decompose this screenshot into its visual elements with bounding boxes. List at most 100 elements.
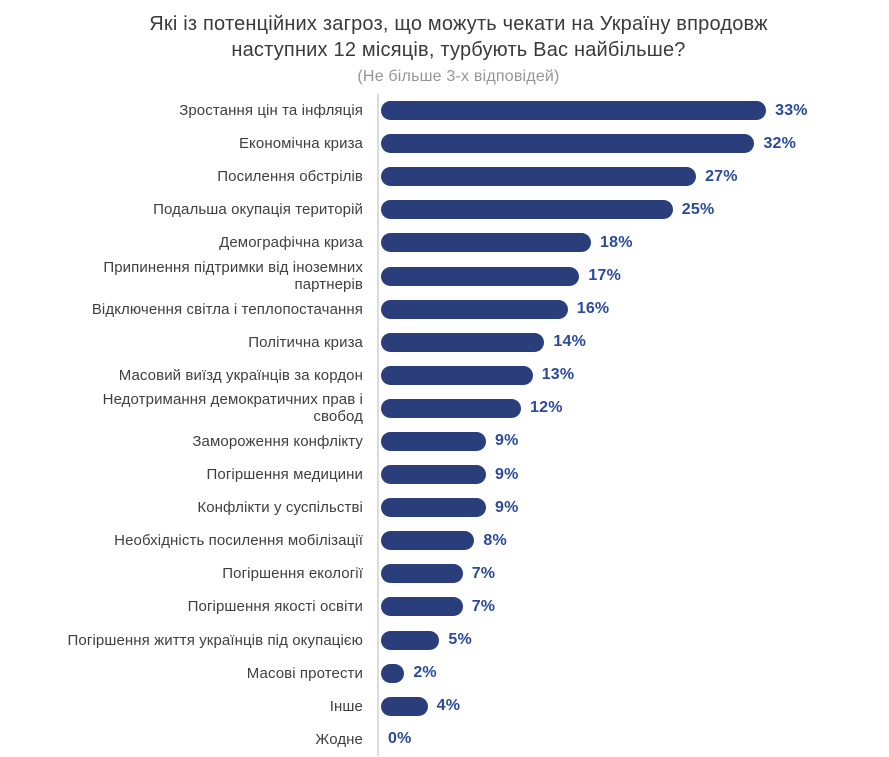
chart-row: Демографічна криза 18% bbox=[0, 226, 889, 260]
chart-row: Подальша окупація територій 25% bbox=[0, 193, 889, 227]
value-label: 33% bbox=[775, 101, 808, 119]
value-label: 7% bbox=[471, 564, 496, 582]
chart-row: Необхідність посилення мобілізації 8% bbox=[0, 524, 889, 558]
category-label: Посилення обстрілів bbox=[217, 168, 363, 186]
bar bbox=[381, 531, 475, 551]
bar-track: 9% bbox=[377, 491, 889, 525]
value-label: 0% bbox=[388, 730, 412, 748]
chart-row: Погіршення якості освіти 7% bbox=[0, 590, 889, 624]
bar bbox=[381, 200, 673, 220]
bar-track: 4% bbox=[377, 689, 889, 723]
category-label: Погіршення життя українців під окупацією bbox=[67, 631, 363, 649]
title-block: Які із потенційних загроз, що можуть чек… bbox=[109, 0, 809, 87]
category-label: Зростання цін та інфляція bbox=[179, 102, 363, 120]
value-label: 5% bbox=[448, 631, 472, 649]
category-label: Масовий виїзд українців за кордон bbox=[118, 366, 363, 384]
bar-track: 7% bbox=[377, 557, 889, 591]
bar-track: 5% bbox=[377, 623, 889, 657]
category-label: Конфлікти у суспільстві bbox=[197, 499, 363, 517]
value-label: 9% bbox=[495, 432, 519, 450]
value-label: 14% bbox=[553, 333, 586, 351]
chart-row: Зростання цін та інфляція 33% bbox=[0, 94, 889, 128]
chart-row: Політична криза 14% bbox=[0, 325, 889, 359]
value-label: 12% bbox=[530, 399, 563, 417]
value-label: 32% bbox=[763, 134, 797, 152]
bar-track: 18% bbox=[377, 226, 889, 260]
category-label: Інше bbox=[329, 697, 363, 715]
chart-row: Масові протести 2% bbox=[0, 656, 889, 690]
value-label: 7% bbox=[471, 597, 496, 615]
bar-track: 7% bbox=[377, 590, 889, 624]
bar-chart: Зростання цін та інфляція 33% Економічна… bbox=[0, 94, 889, 756]
bar-track: 8% bbox=[377, 524, 889, 558]
category-label: Масові протести bbox=[246, 664, 363, 682]
bar-track: 17% bbox=[377, 259, 889, 293]
bar-track: 13% bbox=[377, 358, 889, 392]
bar bbox=[381, 365, 533, 385]
chart-row: Погіршення життя українців під окупацією… bbox=[0, 623, 889, 657]
bar-track: 0% bbox=[377, 722, 889, 756]
bar bbox=[381, 266, 580, 286]
category-label: Замороження конфлікту bbox=[192, 432, 363, 450]
chart-row: Замороження конфлікту 9% bbox=[0, 424, 889, 459]
bar bbox=[381, 696, 428, 716]
category-label: Погіршення екології bbox=[222, 565, 363, 583]
bar-track: 12% bbox=[377, 391, 889, 425]
chart-title: Які із потенційних загроз, що можуть чек… bbox=[149, 13, 768, 61]
bar-track: 25% bbox=[377, 193, 889, 227]
chart-row: Погіршення медицини 9% bbox=[0, 458, 889, 492]
bar bbox=[381, 299, 568, 319]
category-label: Погіршення якості освіти bbox=[187, 598, 363, 616]
bar-track: 27% bbox=[377, 160, 889, 194]
category-label: Відключення світла і теплопостачання bbox=[91, 300, 363, 318]
value-label: 4% bbox=[436, 697, 461, 715]
chart-row: Припинення підтримки від іноземних партн… bbox=[0, 259, 889, 294]
bar-track: 32% bbox=[377, 127, 889, 161]
category-label: Погіршення медицини bbox=[206, 466, 363, 484]
bar-track: 14% bbox=[377, 325, 889, 359]
bar bbox=[381, 498, 487, 518]
chart-row: Відключення світла і теплопостачання 16% bbox=[0, 292, 889, 326]
bar bbox=[381, 465, 487, 485]
chart-row: Конфлікти у суспільстві 9% bbox=[0, 491, 889, 525]
value-label: 27% bbox=[705, 167, 738, 185]
value-label: 9% bbox=[495, 465, 519, 483]
bar-track: 9% bbox=[377, 424, 889, 459]
bar bbox=[381, 564, 463, 584]
category-label: Демографічна криза bbox=[219, 234, 363, 252]
category-label: Економічна криза bbox=[238, 135, 363, 153]
bar bbox=[381, 398, 522, 418]
value-label: 13% bbox=[541, 366, 575, 384]
category-label: Недотримання демократичних прав і свобод bbox=[102, 391, 363, 426]
chart-row: Недотримання демократичних прав і свобод… bbox=[0, 391, 889, 426]
bar bbox=[381, 167, 697, 187]
value-label: 2% bbox=[413, 664, 437, 682]
value-label: 9% bbox=[495, 498, 519, 516]
value-label: 18% bbox=[600, 233, 633, 251]
chart-row: Посилення обстрілів 27% bbox=[0, 160, 889, 194]
value-label: 17% bbox=[588, 267, 621, 285]
value-label: 8% bbox=[483, 531, 507, 549]
bar bbox=[381, 630, 440, 650]
bar bbox=[381, 597, 463, 617]
value-label: 25% bbox=[681, 200, 715, 218]
category-label: Жодне bbox=[315, 730, 363, 748]
bar bbox=[381, 663, 405, 683]
bar bbox=[381, 332, 545, 352]
bar-track: 9% bbox=[377, 458, 889, 492]
chart-row: Економічна криза 32% bbox=[0, 127, 889, 161]
chart-row: Інше 4% bbox=[0, 689, 889, 723]
bar-track: 2% bbox=[377, 656, 889, 690]
category-label: Необхідність посилення мобілізації bbox=[114, 532, 363, 550]
category-label: Політична криза bbox=[248, 333, 363, 351]
bar-track: 16% bbox=[377, 292, 889, 326]
chart-row: Жодне 0% bbox=[0, 722, 889, 756]
chart-row: Погіршення екології 7% bbox=[0, 557, 889, 591]
bar bbox=[381, 134, 755, 154]
category-label: Припинення підтримки від іноземних партн… bbox=[103, 259, 363, 294]
chart-row: Масовий виїзд українців за кордон 13% bbox=[0, 358, 889, 392]
bar bbox=[381, 431, 487, 451]
chart-subtitle: (Не більше 3-х відповідей) bbox=[357, 68, 560, 85]
bar bbox=[381, 101, 767, 121]
